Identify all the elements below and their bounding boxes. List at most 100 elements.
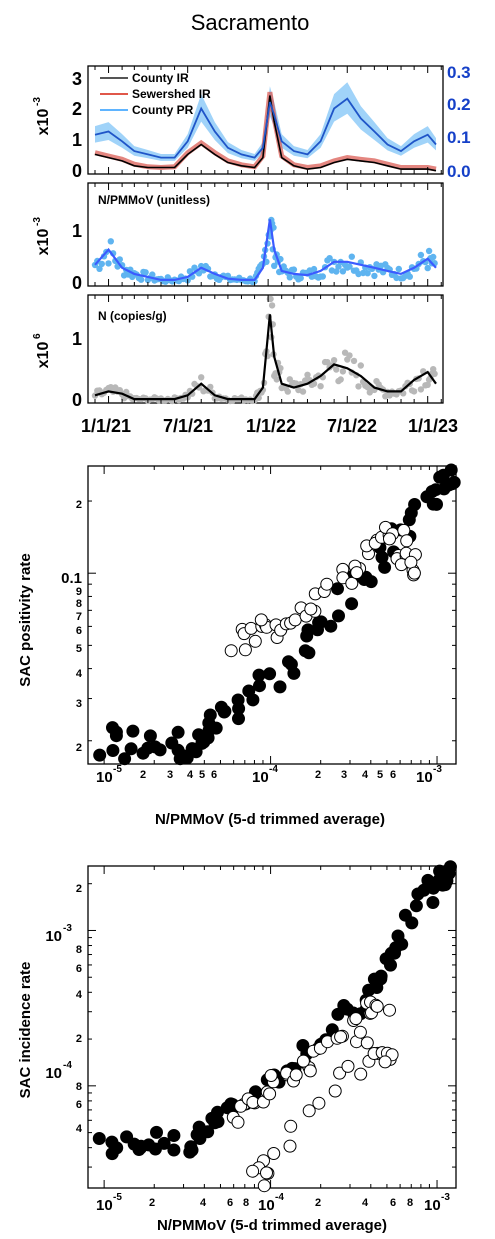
scatter-point-filled (273, 680, 287, 694)
ncopies-point (350, 357, 358, 365)
legend-label-sewershed-ir: Sewershed IR (132, 87, 211, 101)
s2-ytick-2e-4: 2 (76, 1033, 82, 1045)
svg-text:-3: -3 (63, 923, 72, 934)
npmmov-point (424, 264, 431, 272)
scatter-point-filled (171, 725, 185, 739)
npmmov-point (425, 247, 433, 255)
s2-ylabel: SAC incidence rate (17, 962, 34, 1099)
npmmov-point (346, 263, 353, 270)
svg-text:10: 10 (252, 769, 269, 786)
scatter-point-open (349, 1012, 363, 1026)
scatter-point-filled (92, 1132, 106, 1145)
scatter-point-filled (209, 721, 223, 735)
s1-xtick-2e-4: 2 (315, 769, 321, 781)
s2-ytick-8e-4: 8 (76, 944, 82, 956)
panel2-frame (87, 182, 444, 287)
scatter-point-open (383, 532, 396, 546)
ncopies-point (267, 295, 274, 303)
svg-text:-3: -3 (32, 217, 43, 226)
scatter-point-filled (218, 704, 232, 718)
scatter-point-open (383, 1003, 396, 1017)
s1-xtick-5e-5: 5 (199, 769, 205, 781)
scatter-point-open (302, 1104, 316, 1118)
s1-xtick-1e-3: 10 -3 (416, 764, 442, 786)
p2-multiplier: x10 -3 (32, 217, 52, 256)
p3-ytick-0: 0 (72, 390, 82, 410)
s2-ytick-1e-3: 10 -3 (45, 923, 72, 945)
scatter-point-filled (263, 667, 277, 681)
scatter-point-open (378, 1055, 392, 1069)
scatter-point-open (264, 1069, 278, 1082)
s1-ytick-0.04: 4 (76, 668, 83, 680)
p2-label: N/PMMoV (unitless) (98, 193, 210, 207)
npmmov-point (271, 262, 278, 269)
s2-ytick-2e-3: 2 (76, 883, 82, 895)
panel-ncopies: 1 0 x10 6 N (copies/g) (32, 294, 444, 410)
scatter-point-filled (124, 742, 138, 756)
scatter-point-open (312, 1096, 326, 1110)
scatter-point-open (244, 621, 258, 635)
s1-xtick-4e-4: 4 (362, 769, 369, 781)
p1-ytick-right-0.0: 0.0 (447, 162, 471, 181)
scatter-point-open (289, 1068, 303, 1082)
ncopies-point (286, 376, 293, 383)
s2-xtick-1e-4: 10 -4 (258, 1192, 284, 1214)
svg-text:-5: -5 (113, 1192, 122, 1203)
s2-xtick-2e-5: 2 (149, 1197, 155, 1209)
time-axis-labels: 1/1/21 7/1/21 1/1/22 7/1/22 1/1/23 (81, 416, 458, 436)
svg-text:10: 10 (45, 928, 62, 945)
p1-ytick-2: 2 (72, 99, 82, 119)
svg-text:-4: -4 (269, 764, 278, 775)
scatter-point-filled (126, 724, 140, 738)
npmmov-point (371, 272, 378, 280)
scatter-point-open (257, 1179, 271, 1193)
scatter-point-filled (284, 657, 298, 671)
svg-text:10: 10 (416, 769, 433, 786)
scatter-point-filled (109, 725, 123, 739)
scatter-point-open (354, 1067, 368, 1081)
ncopies-point (355, 383, 362, 390)
panel-npmmov: 1 0 x10 -3 N/PMMoV (unitless) (32, 182, 444, 293)
ncopies-point (268, 302, 276, 309)
scatter-point-open (284, 1119, 298, 1133)
s1-xtick-1e-5: 10 -5 (96, 764, 122, 786)
scatter-point-open (350, 566, 364, 580)
ncopies-line (94, 314, 437, 401)
scatter-point-filled (150, 1125, 163, 1139)
ncopies-point (346, 352, 353, 359)
scatter-point-open (304, 602, 318, 616)
scatter-point-filled (201, 1125, 215, 1139)
s1-ytick-0.08: 8 (76, 598, 82, 610)
npmmov-point (395, 265, 402, 273)
s2-ytick-6e-4: 6 (76, 963, 82, 975)
npmmov-point (319, 273, 326, 280)
svg-text:-3: -3 (441, 1192, 450, 1203)
xtick-1-1-21: 1/1/21 (81, 416, 131, 436)
scatter-point-open (263, 1087, 277, 1101)
scatter-point-filled (405, 916, 419, 930)
scatter-point-filled (110, 1141, 124, 1155)
npmmov-point (310, 265, 318, 273)
scatter-point-filled (118, 752, 132, 766)
scatter-point-filled (106, 744, 120, 757)
svg-text:-4: -4 (63, 1060, 72, 1071)
s1-xtick-3e-4: 3 (341, 769, 347, 781)
panel1-frame (87, 65, 444, 175)
s2-ytick-8e-5: 8 (76, 1081, 82, 1093)
scatter-point-filled (153, 743, 167, 757)
ncopies-point (339, 368, 347, 375)
s1-xtick-4e-5: 4 (187, 769, 194, 781)
svg-text:-3: -3 (433, 764, 442, 775)
scatter-point-filled (444, 463, 458, 477)
npmmov-point (96, 265, 103, 272)
scatter-point-filled (143, 729, 157, 743)
scatter-point-filled (324, 619, 338, 633)
npmmov-point (290, 266, 298, 273)
svg-text:-5: -5 (113, 764, 122, 775)
scatter-point-filled (421, 873, 435, 887)
ncopies-point (207, 383, 214, 391)
s1-ytick-0.05: 5 (76, 643, 82, 655)
svg-text:-4: -4 (275, 1192, 284, 1203)
xtick-1-1-22: 1/1/22 (246, 416, 296, 436)
